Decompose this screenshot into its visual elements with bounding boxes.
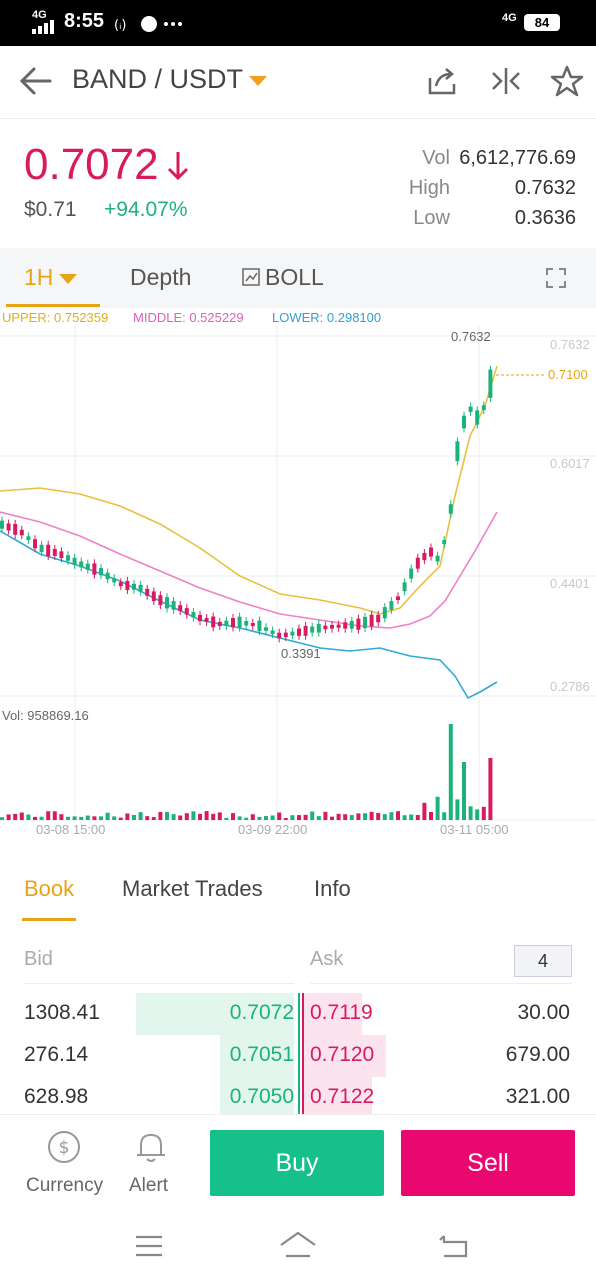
- last-price-value: 0.7072: [24, 140, 159, 189]
- svg-text:$: $: [59, 1138, 70, 1158]
- bid-price: 0.7050: [229, 1085, 294, 1108]
- arrow-left-icon[interactable]: [18, 66, 52, 96]
- home-icon[interactable]: [278, 1230, 318, 1258]
- low-label: Low: [413, 207, 450, 229]
- signal-icon: [32, 20, 54, 34]
- bid-depth-bar: [220, 1035, 294, 1077]
- ask-price: 0.7122: [310, 1085, 375, 1108]
- boll-lower: LOWER: 0.298100: [272, 310, 382, 325]
- last-price: 0.7072: [24, 140, 159, 190]
- bid-price: 0.7072: [229, 1001, 294, 1024]
- ask-divider: [310, 983, 572, 984]
- bid-divider: [24, 983, 294, 984]
- chevron-down-icon: [249, 75, 268, 86]
- x-tick-2: 03-11 05:00: [440, 822, 508, 837]
- y-tick-0: 0.7632: [550, 337, 590, 352]
- ask-header: Ask: [310, 948, 344, 970]
- candlestick-chart[interactable]: 0.7100 0.7632 0.3391 0.7632 0.6017 0.440…: [0, 326, 596, 846]
- tab-depth[interactable]: Depth: [130, 264, 192, 290]
- menu-icon[interactable]: [134, 1234, 164, 1258]
- vol-label: Vol: [422, 147, 450, 169]
- y-tick-1: 0.6017: [550, 456, 590, 471]
- bid-depth-bar: [136, 993, 294, 1035]
- book-tab-underline: [22, 918, 76, 921]
- ask-qty: 321.00: [505, 1085, 570, 1108]
- ask-depth-bar: [302, 1035, 386, 1077]
- battery-icon: 84: [524, 14, 560, 31]
- usd-price: $0.71: [24, 198, 77, 221]
- pair-selector[interactable]: BAND / USDT: [72, 64, 268, 95]
- arrow-down-icon: [167, 152, 189, 181]
- ask-depth-bar: [302, 993, 362, 1035]
- tab-boll[interactable]: BOLL: [265, 264, 324, 290]
- low-value: 0.3636: [514, 207, 576, 229]
- ask-price: 0.7120: [310, 1043, 375, 1066]
- depth-selector[interactable]: 4: [514, 945, 572, 977]
- volume-label: Vol: 958869.16: [2, 708, 89, 723]
- header: BAND / USDT: [0, 46, 596, 119]
- ask-depth-bar: [302, 1077, 372, 1119]
- book-row[interactable]: 628.98 0.7050 0.7122 321.00: [0, 1077, 596, 1119]
- status-bar: 4G 8:55 (ᵢ) 4G 84: [0, 0, 596, 46]
- back-icon[interactable]: [438, 1232, 470, 1258]
- tab-info[interactable]: Info: [314, 876, 351, 901]
- fullscreen-icon[interactable]: [545, 267, 567, 289]
- ask-price: 0.7119: [310, 1001, 373, 1024]
- system-nav: [0, 1214, 596, 1280]
- chart-toolbar: 1H Depth BOLL: [0, 248, 596, 308]
- svg-text:(ᵢ): (ᵢ): [114, 18, 126, 33]
- ask-qty: 30.00: [517, 1001, 570, 1024]
- share-icon[interactable]: [427, 66, 457, 96]
- high-marker: 0.7632: [451, 329, 491, 344]
- current-price-label: 0.7100: [548, 367, 588, 382]
- x-tick-0: 03-08 15:00: [36, 822, 105, 837]
- high-value: 0.7632: [514, 177, 576, 199]
- chart-grid: [0, 326, 596, 821]
- bid-qty: 1308.41: [24, 1001, 100, 1024]
- bid-price: 0.7051: [229, 1043, 294, 1066]
- tab-book[interactable]: Book: [24, 876, 75, 901]
- pair-title: BAND / USDT: [72, 64, 244, 94]
- bid-qty: 276.14: [24, 1043, 89, 1066]
- book-row[interactable]: 276.14 0.7051 0.7120 679.00: [0, 1035, 596, 1077]
- status-icons: (ᵢ): [114, 16, 182, 33]
- interval-label: 1H: [24, 264, 54, 290]
- interval-selector[interactable]: 1H: [24, 264, 78, 291]
- network-label: 4G: [32, 9, 47, 21]
- currency-label[interactable]: Currency: [26, 1175, 104, 1196]
- price-change: +94.07%: [104, 198, 188, 221]
- candles: [0, 365, 493, 643]
- vol-value: 6,612,776.69: [459, 147, 576, 169]
- bid-header: Bid: [24, 948, 53, 970]
- currency-icon[interactable]: $: [46, 1129, 82, 1165]
- boll-middle: MIDDLE: 0.525229: [133, 310, 244, 325]
- bid-depth-bar: [220, 1077, 294, 1119]
- alert-label[interactable]: Alert: [129, 1175, 169, 1196]
- compare-icon[interactable]: [490, 66, 522, 96]
- sell-button[interactable]: Sell: [401, 1130, 575, 1196]
- bid-qty: 628.98: [24, 1085, 89, 1108]
- interval-underline: [6, 304, 100, 307]
- status-time: 8:55: [64, 10, 105, 32]
- y-tick-2: 0.4401: [550, 576, 590, 591]
- low-marker: 0.3391: [281, 646, 321, 661]
- chevron-down-icon: [59, 273, 78, 284]
- volume-bars: [0, 724, 493, 820]
- tab-market-trades[interactable]: Market Trades: [122, 876, 263, 901]
- x-tick-1: 03-09 22:00: [238, 822, 307, 837]
- book-row[interactable]: 1308.41 0.7072 0.7119 30.00: [0, 993, 596, 1035]
- bell-icon[interactable]: [133, 1129, 169, 1165]
- indicator-icon: [242, 268, 260, 286]
- high-label: High: [408, 177, 450, 199]
- y-tick-3: 0.2786: [550, 679, 590, 694]
- star-icon[interactable]: [550, 64, 584, 98]
- action-bar: $ Currency Alert Buy Sell: [0, 1114, 596, 1215]
- network-label-2: 4G: [502, 12, 517, 24]
- battery-level: 84: [534, 15, 550, 30]
- ask-qty: 679.00: [505, 1043, 570, 1066]
- buy-button[interactable]: Buy: [210, 1130, 384, 1196]
- boll-upper: UPPER: 0.752359: [2, 310, 109, 325]
